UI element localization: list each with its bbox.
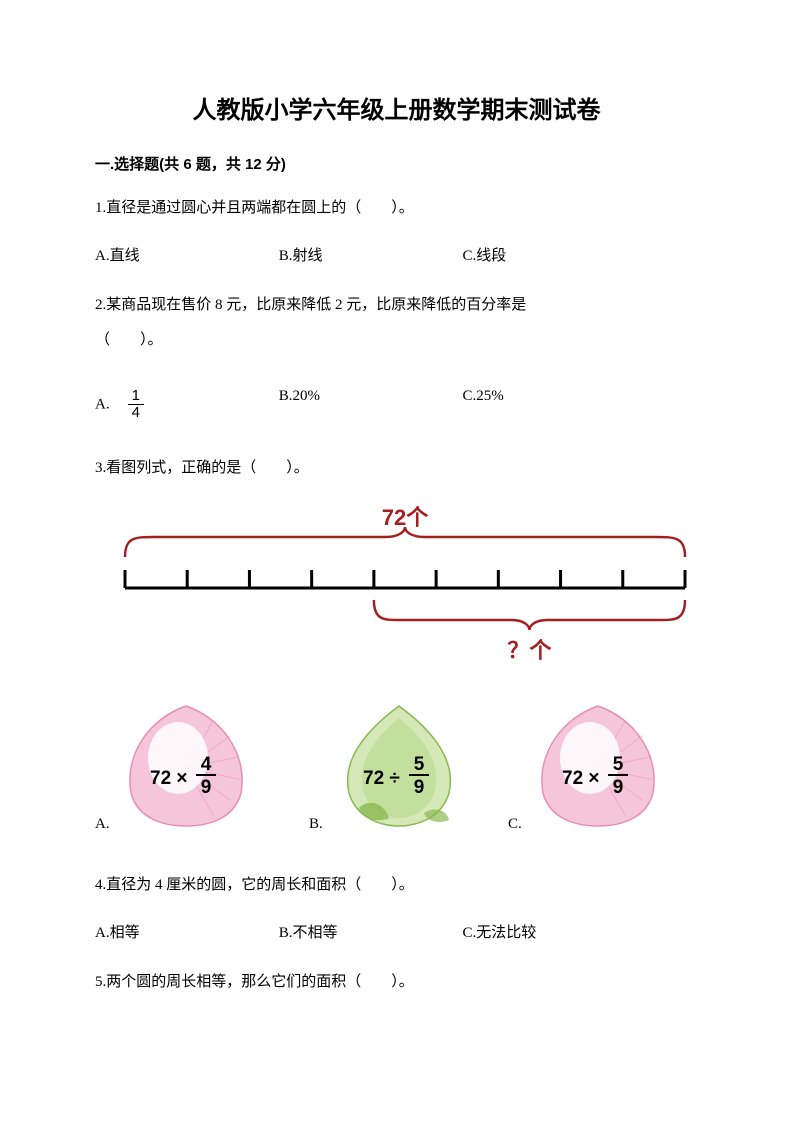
question-1: 1.直径是通过圆心并且两端都在圆上的（ ）。	[95, 196, 698, 222]
svg-text:72个: 72个	[382, 505, 429, 530]
question-4: 4.直径为 4 厘米的圆，它的周长和面积（ ）。	[95, 873, 698, 899]
q1-option-c: C.线段	[463, 244, 643, 265]
q3-optB-label: B.	[309, 816, 323, 833]
svg-text:5: 5	[413, 754, 424, 775]
q3-optA-label: A.	[95, 816, 110, 833]
exam-title: 人教版小学六年级上册数学期末测试卷	[95, 90, 698, 125]
number-line-svg: 72个 ？个	[95, 503, 695, 663]
q3-optC-label: C.	[508, 816, 522, 833]
q4-option-a: A.相等	[95, 921, 275, 942]
q3-option-a: A. 72 × 49	[95, 698, 305, 833]
svg-text:72 ×: 72 ×	[562, 768, 600, 789]
svg-text:5: 5	[612, 754, 623, 775]
q3-option-c: C. 72 × 59	[508, 698, 668, 833]
q4-option-c: C.无法比较	[463, 921, 643, 942]
q3-leaf-b-icon: 72 ÷ 59	[329, 698, 469, 828]
svg-text:9: 9	[413, 777, 424, 798]
q3-leaf-c-icon: 72 × 59	[528, 698, 668, 828]
q2-option-c: C.25%	[463, 388, 643, 405]
q3-number-line-diagram: 72个 ？个	[95, 503, 698, 668]
question-2-options: A. 14 B.20% C.25%	[95, 388, 698, 422]
question-5: 5.两个圆的周长相等，那么它们的面积（ ）。	[95, 970, 698, 996]
q2-optA-prefix: A.	[95, 396, 125, 412]
q1-option-a: A.直线	[95, 244, 275, 265]
q3-option-b: B. 72 ÷ 59	[309, 698, 504, 833]
question-4-options: A.相等 B.不相等 C.无法比较	[95, 921, 698, 942]
svg-text:72 ÷: 72 ÷	[363, 768, 400, 789]
svg-text:9: 9	[612, 777, 623, 798]
svg-text:4: 4	[200, 754, 211, 775]
question-2: 2.某商品现在售价 8 元，比原来降低 2 元，比原来降低的百分率是	[95, 293, 698, 319]
question-3: 3.看图列式，正确的是（ ）。	[95, 456, 698, 482]
q3-leaf-options: A. 72 ×49 B. 72 ÷59 C. 72 ×59	[95, 698, 698, 833]
q1-option-b: B.射线	[279, 244, 459, 265]
q2-optA-fraction: 14	[128, 388, 144, 422]
q3-leaf-a-icon: 72 × 49	[116, 698, 256, 828]
question-1-options: A.直线 B.射线 C.线段	[95, 244, 698, 265]
svg-text:9: 9	[200, 777, 211, 798]
q2-option-b: B.20%	[279, 388, 459, 405]
section-1-header: 一.选择题(共 6 题，共 12 分)	[95, 153, 698, 174]
question-2-cont: （ ）。	[95, 328, 698, 354]
svg-text:72 ×: 72 ×	[150, 768, 188, 789]
svg-text:？个: ？个	[507, 638, 552, 663]
q4-option-b: B.不相等	[279, 921, 459, 942]
q2-option-a: A. 14	[95, 388, 275, 422]
